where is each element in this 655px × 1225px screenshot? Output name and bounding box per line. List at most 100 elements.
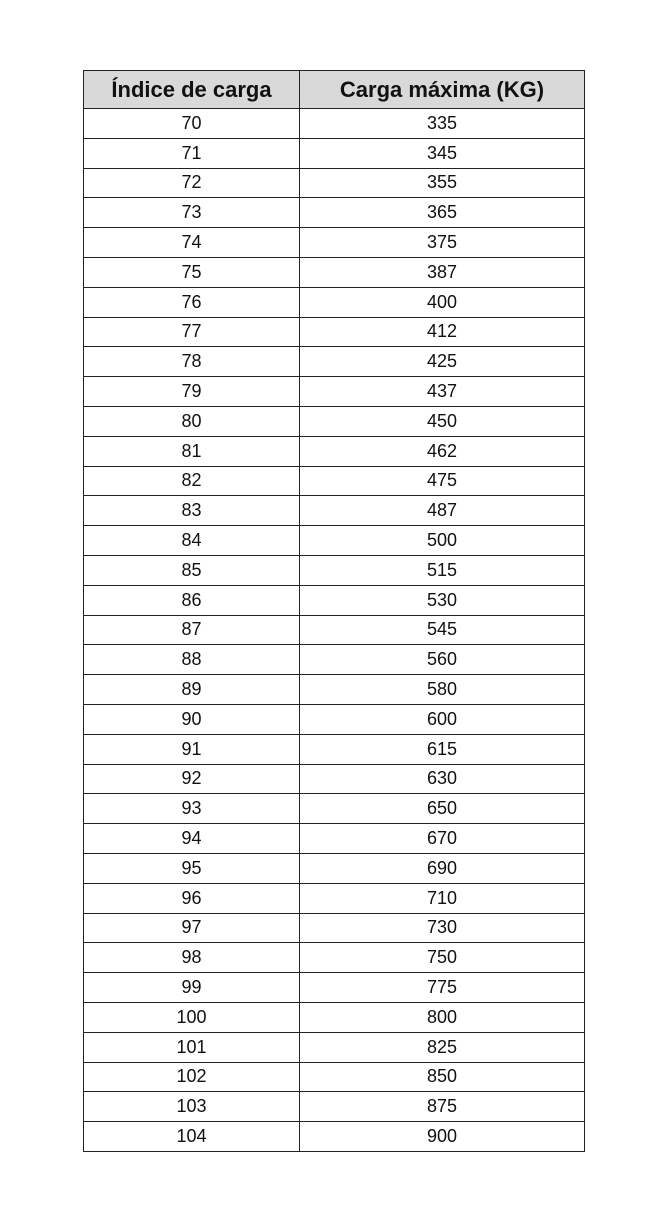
load-index-cell: 78: [83, 346, 300, 378]
max-load-cell: 365: [299, 197, 585, 229]
max-load-cell: 730: [299, 912, 585, 944]
max-load-cell: 515: [299, 554, 585, 586]
table-row: 85 515: [83, 554, 585, 586]
max-load-cell: 900: [299, 1121, 585, 1152]
max-load-cell: 425: [299, 346, 585, 378]
max-load-cell: 600: [299, 703, 585, 735]
max-load-cell: 560: [299, 644, 585, 676]
table-row: 104 900: [83, 1121, 585, 1152]
load-index-cell: 102: [83, 1061, 300, 1093]
load-index-cell: 70: [83, 108, 300, 139]
max-load-cell: 387: [299, 256, 585, 288]
load-index-cell: 84: [83, 525, 300, 556]
load-index-cell: 89: [83, 674, 300, 705]
max-load-cell: 630: [299, 763, 585, 795]
table-row: 73 365: [83, 197, 585, 229]
table-row: 78 425: [83, 346, 585, 378]
load-index-cell: 87: [83, 614, 300, 646]
load-index-cell: 71: [83, 137, 300, 169]
load-index-cell: 88: [83, 644, 300, 676]
max-load-cell: 580: [299, 674, 585, 705]
table-row: 102 850: [83, 1061, 585, 1093]
load-index-cell: 98: [83, 942, 300, 974]
load-index-table: Índice de carga Carga máxima (KG) 70 335 7…: [83, 70, 585, 1152]
header-row: Índice de carga Carga máxima (KG): [83, 70, 585, 109]
max-load-cell: 530: [299, 584, 585, 616]
table-row: 89 580: [83, 674, 585, 705]
max-load-cell: 412: [299, 316, 585, 348]
load-index-cell: 100: [83, 1001, 300, 1033]
load-index-cell: 101: [83, 1031, 300, 1063]
load-index-cell: 93: [83, 793, 300, 825]
max-load-cell: 355: [299, 167, 585, 199]
table-row: 77 412: [83, 316, 585, 348]
table-row: 72 355: [83, 167, 585, 199]
table-row: 84 500: [83, 525, 585, 556]
max-load-cell: 690: [299, 852, 585, 884]
load-index-cell: 79: [83, 376, 300, 407]
table-row: 76 400: [83, 286, 585, 318]
table-row: 70 335: [83, 108, 585, 139]
max-load-cell: 775: [299, 972, 585, 1003]
load-index-cell: 85: [83, 554, 300, 586]
load-index-cell: 73: [83, 197, 300, 229]
table-row: 92 630: [83, 763, 585, 795]
load-index-cell: 96: [83, 882, 300, 914]
table-row: 99 775: [83, 972, 585, 1003]
max-load-cell: 545: [299, 614, 585, 646]
table-row: 103 875: [83, 1091, 585, 1123]
load-index-cell: 77: [83, 316, 300, 348]
max-load-cell: 875: [299, 1091, 585, 1123]
load-index-cell: 81: [83, 435, 300, 467]
max-load-cell: 345: [299, 137, 585, 169]
load-index-cell: 82: [83, 465, 300, 497]
max-load-cell: 500: [299, 525, 585, 556]
load-index-cell: 72: [83, 167, 300, 199]
load-index-cell: 75: [83, 256, 300, 288]
table-row: 82 475: [83, 465, 585, 497]
max-load-cell: 670: [299, 823, 585, 854]
load-index-cell: 92: [83, 763, 300, 795]
header-max-load: Carga máxima (KG): [299, 70, 585, 109]
load-index-cell: 76: [83, 286, 300, 318]
max-load-cell: 437: [299, 376, 585, 407]
load-index-cell: 91: [83, 733, 300, 765]
table-row: 93 650: [83, 793, 585, 825]
load-index-cell: 94: [83, 823, 300, 854]
max-load-cell: 487: [299, 495, 585, 527]
load-index-cell: 97: [83, 912, 300, 944]
max-load-cell: 335: [299, 108, 585, 139]
table-row: 100 800: [83, 1001, 585, 1033]
table-row: 88 560: [83, 644, 585, 676]
table-row: 91 615: [83, 733, 585, 765]
table-body: 70 335 71 345 72 355 73 365 74 375 75 387 76 400 77 412…: [83, 108, 585, 1152]
max-load-cell: 750: [299, 942, 585, 974]
table-row: 75 387: [83, 256, 585, 288]
load-index-cell: 83: [83, 495, 300, 527]
load-index-cell: 74: [83, 227, 300, 258]
table-row: 80 450: [83, 405, 585, 437]
max-load-cell: 462: [299, 435, 585, 467]
load-index-cell: 104: [83, 1121, 300, 1152]
header-load-index: Índice de carga: [83, 70, 300, 109]
load-index-cell: 86: [83, 584, 300, 616]
table-row: 71 345: [83, 137, 585, 169]
table-row: 98 750: [83, 942, 585, 974]
table-row: 95 690: [83, 852, 585, 884]
table-row: 74 375: [83, 227, 585, 258]
table-row: 87 545: [83, 614, 585, 646]
table-row: 81 462: [83, 435, 585, 467]
table-row: 83 487: [83, 495, 585, 527]
table-row: 90 600: [83, 703, 585, 735]
max-load-cell: 800: [299, 1001, 585, 1033]
max-load-cell: 375: [299, 227, 585, 258]
table-row: 96 710: [83, 882, 585, 914]
table-row: 86 530: [83, 584, 585, 616]
load-index-cell: 80: [83, 405, 300, 437]
load-index-cell: 90: [83, 703, 300, 735]
max-load-cell: 710: [299, 882, 585, 914]
max-load-cell: 475: [299, 465, 585, 497]
table-row: 101 825: [83, 1031, 585, 1063]
max-load-cell: 650: [299, 793, 585, 825]
table-row: 94 670: [83, 823, 585, 854]
